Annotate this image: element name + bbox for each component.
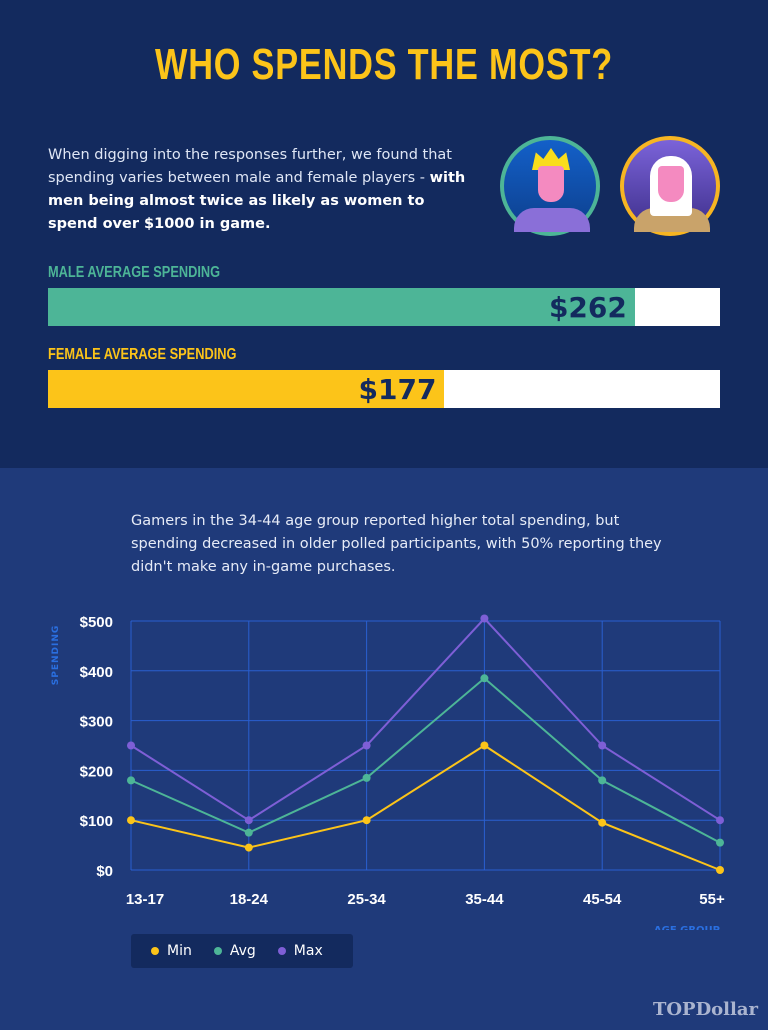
legend-max: Max bbox=[277, 943, 323, 959]
point-max bbox=[244, 816, 253, 825]
point-min bbox=[244, 843, 253, 852]
topdollar-logo: TOPDollar bbox=[652, 999, 758, 1020]
point-max bbox=[598, 741, 607, 750]
legend-avg: Avg bbox=[213, 943, 256, 959]
x-tick-label: 55+ bbox=[699, 891, 725, 908]
point-min bbox=[362, 816, 371, 825]
female-avatar bbox=[620, 136, 720, 236]
chart-legend: Min Avg Max bbox=[131, 934, 353, 968]
point-min bbox=[598, 818, 607, 827]
y-tick-label: $500 bbox=[80, 614, 113, 631]
point-max bbox=[127, 741, 135, 750]
y-tick-label: $400 bbox=[80, 664, 113, 681]
point-min bbox=[127, 816, 135, 825]
x-tick-label: 35-44 bbox=[465, 891, 504, 908]
point-avg bbox=[127, 776, 135, 785]
y-axis-label: SPENDING bbox=[51, 625, 61, 686]
point-avg bbox=[480, 674, 489, 683]
x-tick-label: 18-24 bbox=[230, 891, 269, 908]
point-max bbox=[716, 816, 724, 825]
y-tick-label: $300 bbox=[80, 714, 113, 731]
x-axis-label: AGE GROUP bbox=[654, 925, 720, 930]
x-tick-label: 45-54 bbox=[583, 891, 622, 908]
series-line-min bbox=[130, 744, 721, 871]
point-min bbox=[716, 866, 724, 874]
point-max bbox=[362, 741, 371, 750]
chart-description: Gamers in the 34-44 age group reported h… bbox=[131, 513, 662, 575]
point-avg bbox=[716, 838, 724, 847]
female-bar-fill: $177 bbox=[48, 370, 445, 408]
male-label: MALE AVERAGE SPENDING bbox=[48, 264, 221, 281]
point-avg bbox=[362, 773, 371, 782]
x-tick-label: 25-34 bbox=[347, 891, 386, 908]
line-chart: $0 $100 $200 $300 $400 $500 13-17 18-24 25-34 35-… bbox=[51, 614, 725, 930]
legend-min: Min bbox=[151, 943, 192, 959]
x-tick-label: 13-17 bbox=[126, 891, 164, 908]
page-title: WHO SPENDS THE MOST? bbox=[155, 40, 613, 89]
point-max bbox=[480, 614, 489, 623]
point-avg bbox=[598, 776, 607, 785]
y-tick-label: $0 bbox=[96, 863, 113, 880]
intro-text: When digging into the responses further,… bbox=[48, 144, 468, 236]
series-line-max bbox=[130, 617, 721, 822]
intro-plain: When digging into the responses further,… bbox=[48, 147, 452, 186]
intro-bold: with men being almost twice as likely as… bbox=[48, 170, 466, 232]
female-bar: $177 bbox=[48, 370, 720, 408]
male-bar: $262 bbox=[48, 288, 720, 326]
male-avatar bbox=[500, 136, 600, 236]
point-avg bbox=[244, 828, 253, 837]
y-tick-label: $100 bbox=[80, 813, 113, 830]
female-label: FEMALE AVERAGE SPENDING bbox=[48, 346, 237, 363]
series-line-avg bbox=[130, 676, 721, 844]
y-tick-label: $200 bbox=[80, 763, 113, 780]
male-bar-fill: $262 bbox=[48, 288, 635, 326]
point-min bbox=[480, 741, 489, 750]
